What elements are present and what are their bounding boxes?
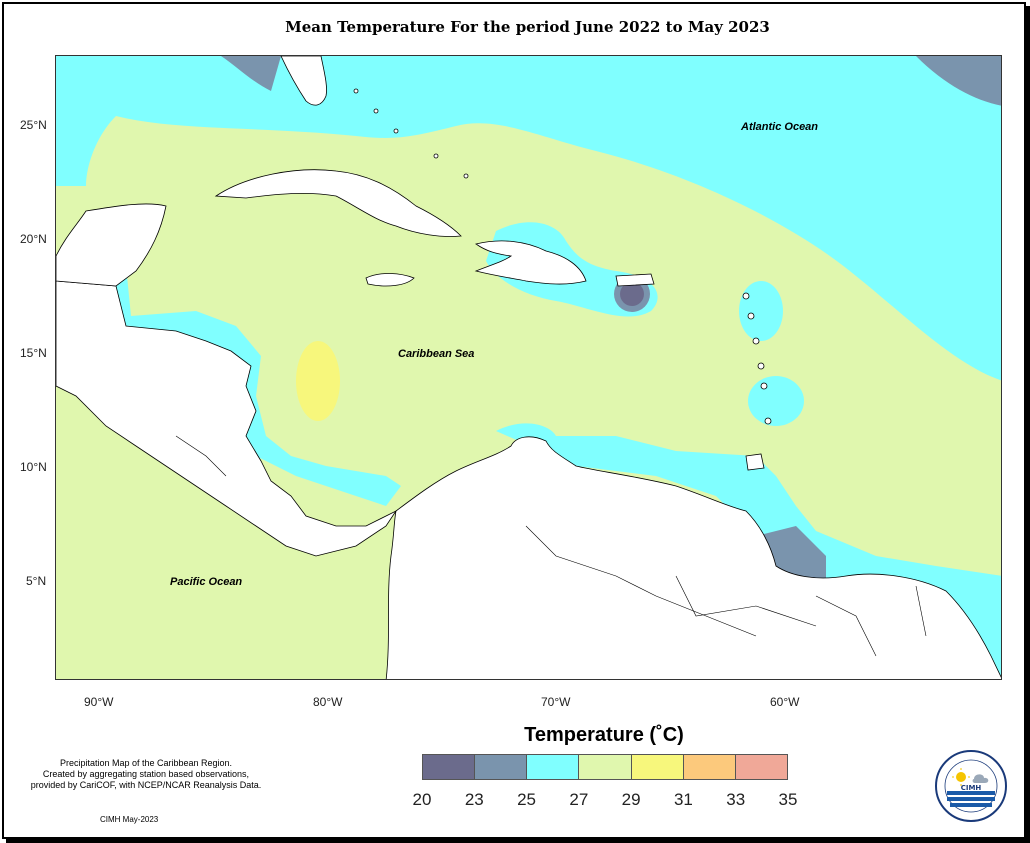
temperature-map — [56, 56, 1001, 679]
country-borders — [175, 435, 927, 657]
lon-label: 70°W — [541, 695, 571, 709]
cimh-logo-icon: CIMH — [935, 750, 1007, 822]
lat-label: 25°N — [20, 118, 47, 132]
legend-color-bar — [422, 754, 788, 780]
zone-25-27-antilles-north — [739, 281, 783, 341]
land-trinidad — [745, 453, 765, 471]
lon-label: 60°W — [770, 695, 800, 709]
land-hispaniola — [474, 240, 587, 285]
credit-text: Precipitation Map of the Caribbean Regio… — [6, 758, 286, 791]
zone-20-23-pr-core — [620, 282, 644, 306]
land-south-america — [385, 436, 1001, 679]
legend-tick-label: 31 — [673, 790, 693, 809]
legend-tick-label: 35 — [778, 790, 798, 809]
credit-line: Created by aggregating station based obs… — [42, 769, 250, 779]
land-island — [353, 88, 359, 94]
land — [56, 56, 1001, 679]
legend-title: Temperature (˚C) — [524, 724, 684, 746]
legend-swatch — [423, 755, 475, 779]
legend-swatch — [630, 755, 683, 779]
zone-29-31-west-caribbean — [296, 341, 340, 421]
legend-tick-label: 29 — [621, 790, 641, 809]
lon-label: 90°W — [84, 695, 114, 709]
land-puerto-rico — [615, 273, 655, 287]
legend-tick-label: 23 — [464, 790, 484, 809]
label-pacific-ocean: Pacific Ocean — [170, 576, 243, 588]
land-florida — [280, 56, 327, 106]
land-island — [757, 362, 765, 370]
lat-label: 5°N — [26, 574, 47, 588]
land-island — [747, 312, 755, 320]
zone-25-27-antilles-south — [748, 376, 804, 426]
land-island — [393, 128, 399, 134]
legend-swatch — [578, 755, 631, 779]
land-central-america — [56, 280, 398, 557]
land-island — [463, 173, 469, 179]
legend-swatch — [734, 755, 787, 779]
land-jamaica — [365, 273, 415, 287]
credit-date: CIMH May-2023 — [100, 815, 159, 824]
legend-tick-label: 33 — [726, 790, 746, 809]
legend-tick-label: 20 — [412, 790, 432, 809]
lat-label: 20°N — [20, 232, 47, 246]
land-island — [760, 382, 768, 390]
label-caribbean-sea: Caribbean Sea — [398, 348, 475, 360]
lon-label: 80°W — [313, 695, 343, 709]
legend-tick-label: 25 — [517, 790, 537, 809]
lat-label: 10°N — [20, 460, 47, 474]
zone-23-25-ne — [916, 56, 1001, 106]
zone-25-27-atlantic — [56, 56, 1001, 381]
lat-label: 15°N — [20, 346, 47, 360]
label-atlantic-ocean: Atlantic Ocean — [741, 121, 819, 133]
land-island — [764, 417, 772, 425]
credit-line: provided by CariCOF, with NCEP/NCAR Rean… — [30, 780, 262, 790]
legend-swatch — [474, 755, 527, 779]
land-island — [433, 153, 439, 159]
logo-text: CIMH — [961, 784, 982, 792]
map-title: Mean Temperature For the period June 202… — [285, 18, 770, 36]
land-island — [373, 108, 379, 114]
legend-swatch — [682, 755, 735, 779]
land-island — [752, 337, 760, 345]
land-cuba — [214, 169, 462, 237]
map-panel: Atlantic Ocean Caribbean Sea Pacific Oce… — [55, 55, 1002, 680]
legend-tick-label: 27 — [569, 790, 589, 809]
credit-line: Precipitation Map of the Caribbean Regio… — [59, 758, 233, 768]
legend-swatch — [526, 755, 579, 779]
zone-23-25-nw — [221, 56, 281, 91]
land-yucatan — [56, 203, 167, 287]
land-island — [742, 292, 750, 300]
